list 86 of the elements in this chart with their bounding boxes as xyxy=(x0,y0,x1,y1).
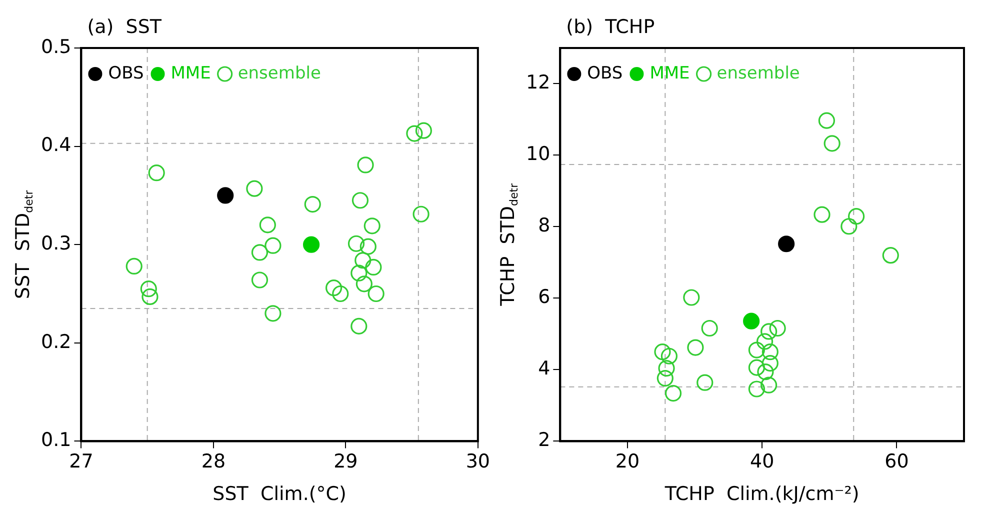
point xyxy=(412,206,430,222)
point xyxy=(246,180,263,197)
point xyxy=(142,288,158,305)
point xyxy=(354,252,372,269)
point xyxy=(658,360,675,377)
x-tick-label: 40 xyxy=(750,450,774,473)
point xyxy=(251,272,268,288)
point xyxy=(364,218,380,234)
y-axis-title: SST STDdetr xyxy=(12,190,36,299)
x-tick-label: 20 xyxy=(615,450,640,473)
point xyxy=(760,376,778,394)
y-axis-title: TCHP STDdetr xyxy=(496,182,521,307)
y-tick-label: 4 xyxy=(538,358,550,380)
point xyxy=(769,320,786,337)
chart-title: (b) TCHP xyxy=(566,16,655,38)
point xyxy=(762,344,778,360)
point xyxy=(687,339,704,356)
x-axis-title: TCHP Clim.(kJ/cm⁻²) xyxy=(664,482,860,505)
point xyxy=(824,135,840,152)
point xyxy=(748,342,766,358)
y-tick-label: 6 xyxy=(538,286,550,308)
point xyxy=(757,364,774,380)
point xyxy=(756,333,774,350)
legend-label: OBS xyxy=(587,63,623,84)
point xyxy=(140,280,157,298)
point xyxy=(368,285,384,302)
point xyxy=(748,359,766,376)
x-tick-label: 29 xyxy=(334,450,358,473)
point xyxy=(332,285,349,302)
point xyxy=(748,380,766,398)
point xyxy=(303,236,320,253)
point xyxy=(760,323,778,340)
y-tick-label: 0.5 xyxy=(41,36,72,58)
legend-label: OBS xyxy=(108,63,144,84)
point xyxy=(818,112,835,129)
y-tick-label: 12 xyxy=(526,72,550,94)
point xyxy=(356,276,372,292)
point xyxy=(660,348,678,364)
point xyxy=(264,237,282,254)
point xyxy=(683,289,700,306)
x-tick-label: 27 xyxy=(69,450,94,473)
point xyxy=(126,258,142,275)
point xyxy=(304,196,321,213)
legend-label: MME xyxy=(170,63,211,84)
point xyxy=(778,236,795,252)
point xyxy=(251,244,268,261)
y-tick-label: 10 xyxy=(526,143,550,166)
point xyxy=(350,264,368,282)
point xyxy=(217,187,234,204)
point xyxy=(360,238,376,255)
point xyxy=(701,320,718,337)
point xyxy=(357,156,374,174)
point xyxy=(348,235,365,252)
y-tick-label: 0.4 xyxy=(41,134,72,156)
point xyxy=(696,374,714,391)
point xyxy=(148,164,165,182)
point xyxy=(415,122,432,139)
point xyxy=(654,344,671,360)
point xyxy=(264,305,282,322)
point xyxy=(814,206,830,223)
point xyxy=(882,247,899,264)
y-tick-label: 0.2 xyxy=(41,330,72,353)
point xyxy=(406,125,423,142)
point xyxy=(664,385,682,402)
point xyxy=(352,192,369,209)
legend-label: ensemble xyxy=(238,63,321,84)
x-tick-label: 60 xyxy=(884,450,909,473)
legend-label: ensemble xyxy=(716,63,800,84)
x-tick-label: 28 xyxy=(201,450,226,473)
x-tick-label: 30 xyxy=(466,450,490,473)
y-tick-label: 8 xyxy=(538,214,550,237)
y-tick-label: 0.1 xyxy=(41,429,72,452)
legend-label: MME xyxy=(650,63,690,84)
point xyxy=(350,318,368,334)
point xyxy=(848,208,865,225)
point xyxy=(840,218,858,235)
chart-title: (a) SST xyxy=(87,16,162,38)
point xyxy=(259,216,276,234)
point xyxy=(656,370,674,387)
y-tick-label: 2 xyxy=(538,429,550,452)
x-axis-title: SST Clim.(°C) xyxy=(212,482,346,505)
point xyxy=(762,354,778,372)
point xyxy=(743,312,760,330)
point xyxy=(325,280,342,296)
point xyxy=(365,258,382,276)
y-tick-label: 0.3 xyxy=(41,232,72,255)
